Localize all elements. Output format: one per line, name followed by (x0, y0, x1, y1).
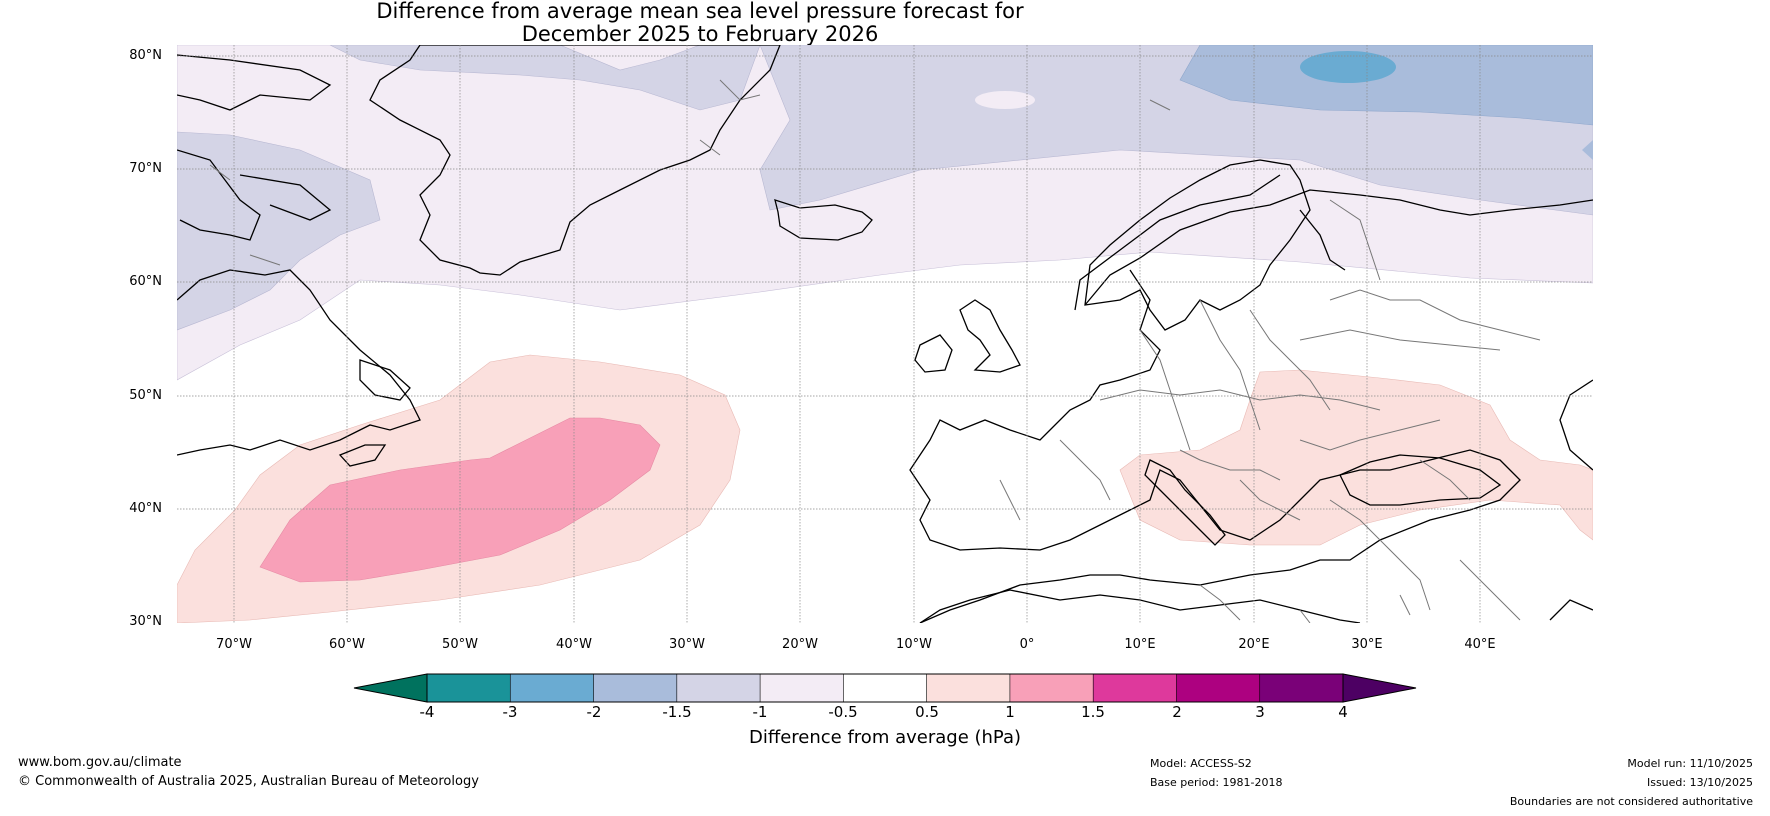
lon-label-40w: 40°W (556, 637, 592, 652)
svalbard-negative-edge (1582, 140, 1593, 160)
boundaries-disclaimer: Boundaries are not considered authoritat… (1509, 795, 1753, 808)
colorbar-over-triangle (1342, 673, 1417, 703)
eastern-europe-positive-region (1119, 369, 1593, 546)
labrador-coast (177, 269, 421, 456)
model-name: Model: ACCESS-S2 (1150, 757, 1252, 770)
website-link[interactable]: www.bom.gov.au/climate (18, 755, 182, 770)
arctic-small-light-patch (975, 91, 1035, 109)
model-run-date: Model run: 11/10/2025 (1627, 757, 1753, 770)
graticule (177, 45, 1593, 623)
arctic-negative-strong-west (177, 131, 381, 331)
canada-arctic-islands (177, 54, 332, 241)
colorbar-tick: 2 (1172, 703, 1182, 721)
colorbar-bin (1092, 673, 1178, 703)
colorbar-bin (926, 673, 1011, 703)
colorbar-tick: -1 (752, 703, 768, 721)
colorbar-tick: 3 (1255, 703, 1265, 721)
country-borders (209, 79, 1541, 623)
greenland-coast (369, 45, 781, 276)
colorbar-bin (509, 673, 595, 703)
lat-label-50n: 50°N (129, 388, 162, 403)
svalbard-negative-core-region (1300, 51, 1396, 83)
colorbar-bin (843, 673, 928, 703)
british-isles (914, 299, 1021, 373)
colorbar-bin (593, 673, 678, 703)
colorbar-tick: 4 (1338, 703, 1348, 721)
colorbar-bin (759, 673, 845, 703)
italy (1144, 459, 1226, 546)
lon-label-50w: 50°W (442, 637, 478, 652)
colorbar-bin (676, 673, 761, 703)
colorbar-bin (1259, 673, 1344, 703)
lon-label-60w: 60°W (329, 637, 365, 652)
lat-label-30n: 30°N (129, 614, 162, 629)
lon-label-20e: 20°E (1238, 637, 1270, 652)
border-lines (999, 199, 1541, 623)
colorbar-frame (426, 673, 1344, 703)
colorbar-bins (426, 673, 1344, 703)
lon-label-70w: 70°W (216, 637, 252, 652)
svalbard-negative-region (1179, 45, 1593, 126)
europe-coast (909, 174, 1593, 623)
title-line-1: Difference from average mean sea level p… (376, 0, 1024, 23)
copyright-text: © Commonwealth of Australia 2025, Austra… (18, 774, 479, 789)
lat-label-70n: 70°N (129, 161, 162, 176)
colorbar-tick: 1 (1005, 703, 1015, 721)
newfoundland-coast (359, 359, 411, 401)
colorbar-tick: -0.5 (828, 703, 858, 721)
lon-label-0: 0° (1019, 637, 1035, 652)
map-title: Difference from average mean sea level p… (0, 0, 1400, 46)
lon-label-10w: 10°W (896, 637, 932, 652)
title-line-2: December 2025 to February 2026 (521, 22, 879, 46)
greenland-interior-lines (209, 79, 1171, 266)
scandinavia (1084, 159, 1346, 331)
base-period: Base period: 1981-2018 (1150, 776, 1283, 789)
colorbar-under-triangle (353, 673, 428, 703)
arctic-negative-strong-north (329, 45, 761, 111)
lon-label-40e: 40°E (1464, 637, 1496, 652)
colorbar-bin (1009, 673, 1094, 703)
colorbar-tick: -1.5 (662, 703, 692, 721)
lat-label-80n: 80°N (129, 48, 162, 63)
black-sea (1339, 454, 1502, 506)
north-atlantic-positive-core-region (259, 417, 661, 583)
issued-date: Issued: 13/10/2025 (1646, 776, 1753, 789)
lon-label-30e: 30°E (1351, 637, 1383, 652)
lat-label-40n: 40°N (129, 501, 162, 516)
lon-label-10e: 10°E (1124, 637, 1156, 652)
colorbar-tick: 0.5 (915, 703, 939, 721)
colorbar-tick: -4 (419, 703, 435, 721)
colorbar-tick: -3 (502, 703, 518, 721)
map-area (177, 45, 1593, 623)
lon-label-20w: 20°W (782, 637, 818, 652)
iceland-coast (774, 199, 873, 241)
colorbar-tick: -2 (586, 703, 602, 721)
lat-label-60n: 60°N (129, 274, 162, 289)
colorbar-tick: 1.5 (1081, 703, 1105, 721)
colorbar-bin (426, 673, 512, 703)
lon-label-30w: 30°W (669, 637, 705, 652)
colorbar (353, 673, 1417, 703)
nova-scotia-coast (338, 444, 387, 467)
colorbar-label: Difference from average (hPa) (748, 727, 1022, 748)
colorbar-bin (1176, 673, 1261, 703)
east-coast-right (1549, 379, 1593, 621)
